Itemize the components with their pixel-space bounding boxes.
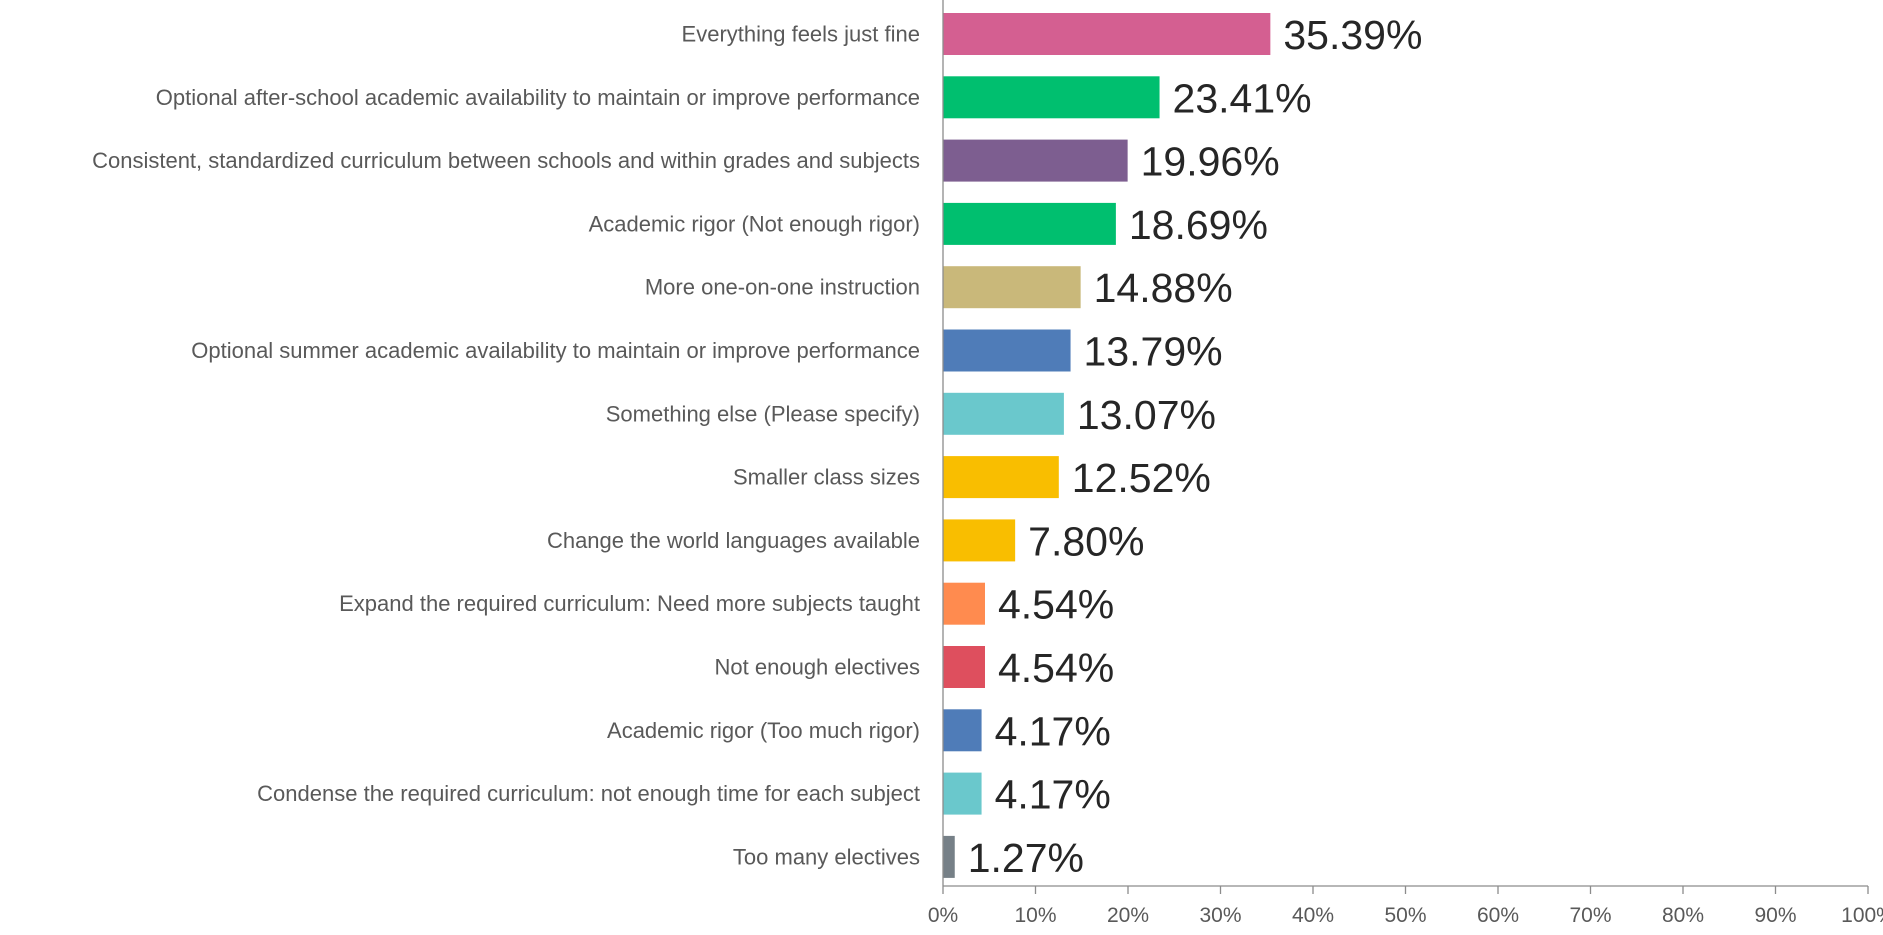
x-tick-label: 70% (1569, 904, 1611, 927)
x-tick-label: 0% (928, 904, 958, 927)
data-label: 14.88% (1094, 265, 1233, 311)
data-label: 7.80% (1028, 518, 1144, 564)
category-labels: Everything feels just fine Optional after… (92, 22, 920, 870)
category-label: Too many electives (733, 844, 920, 869)
category-label: Academic rigor (Not enough rigor) (589, 211, 920, 236)
bar (943, 76, 1160, 119)
category-label: Expand the required curriculum: Need mor… (339, 591, 920, 616)
category-label: More one-on-one instruction (645, 275, 920, 300)
category-label: Optional after-school academic availabil… (156, 85, 920, 110)
data-label: 13.07% (1077, 392, 1216, 438)
x-tick-labels: 0% 10% 20% 30% 40% 50% 60% 70% 80% 90% 100% (928, 904, 1883, 927)
bar (943, 456, 1059, 499)
data-label: 13.79% (1084, 329, 1223, 375)
bars (943, 13, 1271, 878)
data-label: 23.41% (1173, 75, 1312, 121)
x-tick-label: 50% (1384, 904, 1426, 927)
data-label: 12.52% (1072, 455, 1211, 501)
category-label: Smaller class sizes (733, 465, 920, 490)
x-tick-label: 40% (1292, 904, 1334, 927)
bar (943, 266, 1081, 309)
bar (943, 772, 982, 815)
category-label: Change the world languages available (547, 528, 920, 553)
bar (943, 139, 1128, 182)
x-tick-label: 100% (1841, 904, 1883, 927)
x-tick-label: 90% (1754, 904, 1796, 927)
category-label: Not enough electives (715, 655, 920, 680)
data-labels: 35.39% 23.41% 19.96% 18.69% 14.88% 13.79% 13.0… (968, 12, 1423, 881)
data-label: 1.27% (968, 835, 1084, 881)
x-tick-label: 10% (1014, 904, 1056, 927)
category-label: Something else (Please specify) (606, 401, 920, 426)
data-label: 4.54% (998, 582, 1114, 628)
x-tick-label: 20% (1107, 904, 1149, 927)
x-tick-label: 60% (1477, 904, 1519, 927)
bar (943, 646, 985, 688)
data-label: 4.17% (995, 772, 1111, 818)
bar (943, 582, 985, 625)
category-label: Consistent, standardized curriculum betw… (92, 148, 920, 173)
bar (943, 519, 1016, 562)
axes (942, 0, 1869, 894)
data-label: 35.39% (1283, 12, 1422, 58)
bar (943, 329, 1071, 372)
category-label: Optional summer academic availability to… (191, 338, 920, 363)
bar (943, 13, 1271, 55)
category-label: Academic rigor (Too much rigor) (607, 718, 920, 743)
data-label: 4.17% (995, 708, 1111, 754)
data-label: 18.69% (1129, 202, 1268, 248)
data-label: 19.96% (1141, 139, 1280, 185)
category-label: Condense the required curriculum: not en… (257, 781, 920, 806)
bar (943, 709, 982, 752)
category-label: Everything feels just fine (682, 22, 920, 47)
x-tick-label: 80% (1662, 904, 1704, 927)
bar (943, 392, 1064, 435)
x-tick-label: 30% (1199, 904, 1241, 927)
data-label: 4.54% (998, 645, 1114, 691)
bar (943, 202, 1116, 245)
bar (943, 835, 955, 878)
